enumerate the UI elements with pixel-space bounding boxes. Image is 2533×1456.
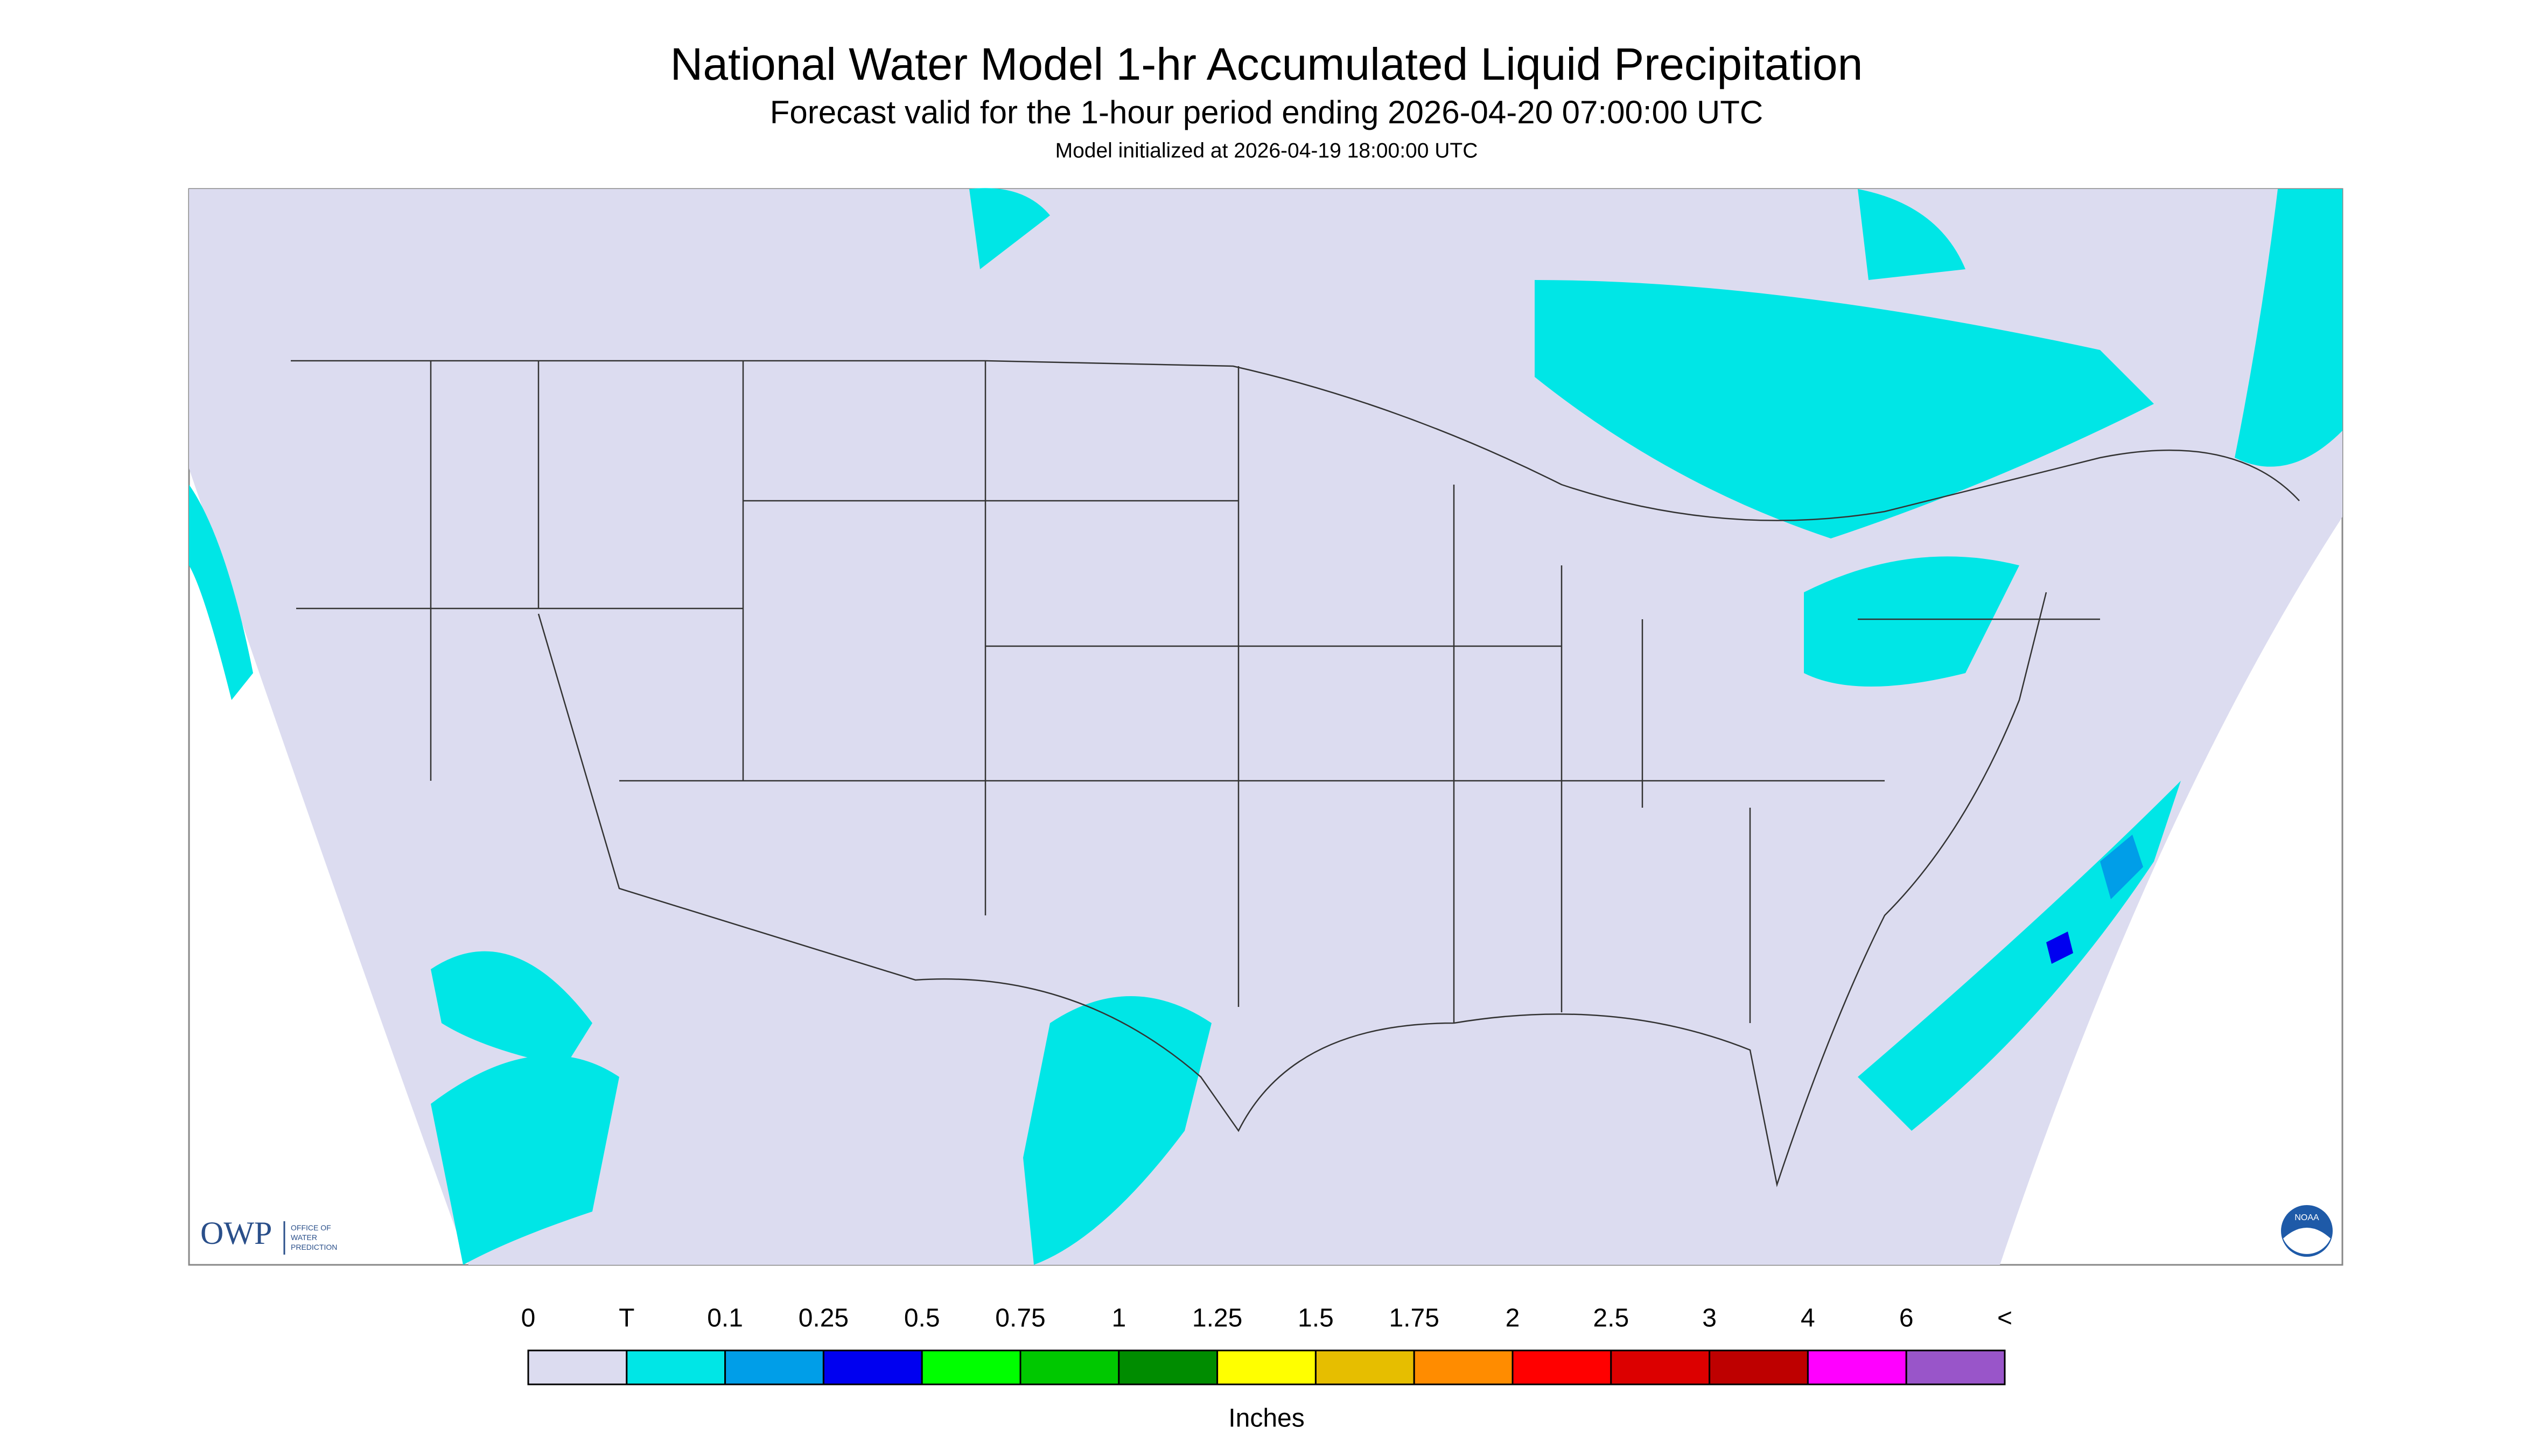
legend-swatch: [1512, 1349, 1612, 1385]
legend-label: 0.5: [904, 1304, 940, 1333]
owp-logo: OWP: [200, 1215, 272, 1251]
legend-label: 2: [1506, 1304, 1520, 1333]
legend-swatch: [1807, 1349, 1907, 1385]
init-note: Model initialized at 2026-04-19 18:00:00…: [1055, 139, 1478, 162]
legend-swatch: [1610, 1349, 1711, 1385]
legend-label: <: [1997, 1304, 2012, 1333]
owp-logo-text: WATER: [291, 1233, 317, 1242]
legend-label: 0: [521, 1304, 536, 1333]
boundaries: [291, 360, 2300, 1187]
legend-label: 1: [1111, 1304, 1126, 1333]
legend-label: 0.1: [707, 1304, 743, 1333]
owp-logo-text: OFFICE OF: [291, 1223, 331, 1232]
noaa-logo-text: NOAA: [2294, 1213, 2319, 1222]
legend-swatch: [724, 1349, 824, 1385]
title: National Water Model 1-hr Accumulated Li…: [670, 39, 1863, 89]
legend-swatch: [1314, 1349, 1415, 1385]
precip-areas: [189, 188, 2342, 1265]
legend-swatch: [921, 1349, 1021, 1385]
legend-swatch: [1413, 1349, 1514, 1385]
legend-label: T: [619, 1304, 634, 1333]
legend-label: 4: [1801, 1304, 1815, 1333]
legend: 0 T 0.1 0.25 0.5 0.75 1 1.25 1.5 1.75 2 2.5 3 4 6 <: [521, 1304, 2012, 1385]
owp-logo-text: PREDICTION: [291, 1243, 337, 1251]
legend-label: 1.25: [1192, 1304, 1242, 1333]
map: OWP OFFICE OF WATER PREDICTION NOAA: [188, 188, 2343, 1266]
legend-label: 1.75: [1389, 1304, 1439, 1333]
legend-swatch: [1905, 1349, 2006, 1385]
legend-swatch: [527, 1349, 628, 1385]
legend-label: 6: [1899, 1304, 1914, 1333]
legend-label: 0.75: [995, 1304, 1045, 1333]
legend-swatch: [1118, 1349, 1219, 1385]
legend-label: 2.5: [1593, 1304, 1629, 1333]
legend-swatch: [1216, 1349, 1317, 1385]
legend-swatch: [1019, 1349, 1120, 1385]
legend-units: Inches: [1228, 1404, 1304, 1433]
legend-swatch: [626, 1349, 726, 1385]
legend-label: 0.25: [799, 1304, 849, 1333]
legend-label: 3: [1702, 1304, 1717, 1333]
legend-swatch: [1709, 1349, 1809, 1385]
legend-swatch: [822, 1349, 923, 1385]
subtitle: Forecast valid for the 1-hour period end…: [770, 94, 1763, 130]
legend-label: 1.5: [1298, 1304, 1334, 1333]
